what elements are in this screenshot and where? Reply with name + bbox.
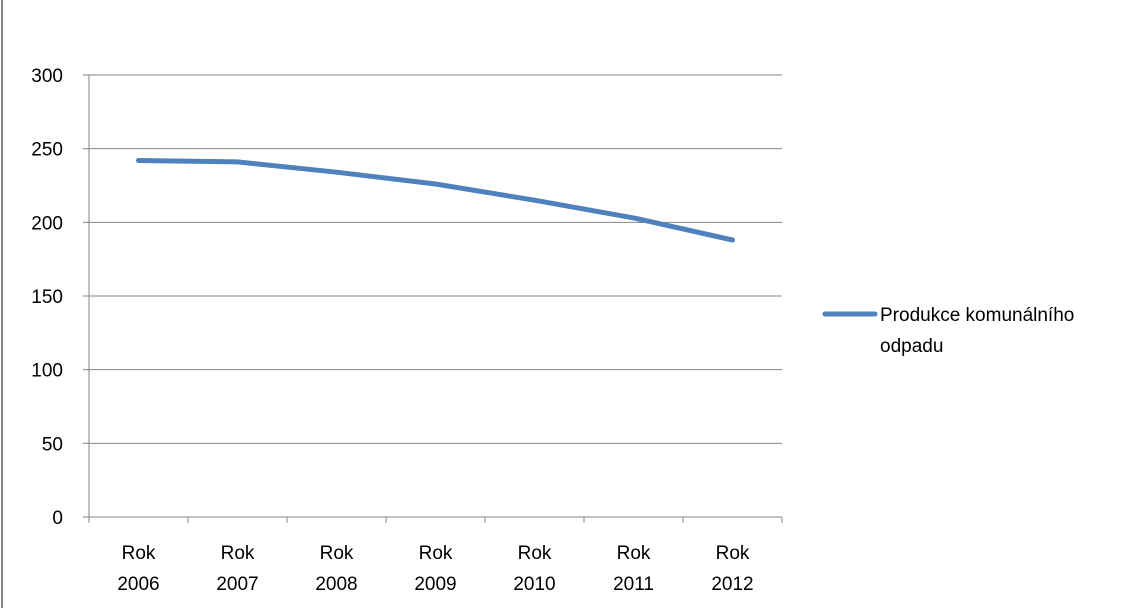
x-tick-label: 2010 xyxy=(513,574,555,595)
x-tick-label: 2007 xyxy=(216,574,258,595)
y-tick-label-150: 150 xyxy=(31,287,63,308)
x-axis-tick-labels: Rok 2006 Rok 2007 Rok 2008 Rok 2009 Rok 2010 Rok 20… xyxy=(117,543,753,595)
legend: Produkce komunálního odpadu xyxy=(822,305,1074,357)
x-tick-label: 2008 xyxy=(315,574,357,595)
y-tick-label-300: 300 xyxy=(31,66,63,87)
legend-label: odpadu xyxy=(880,336,943,357)
legend-label: Produkce komunálního xyxy=(880,305,1074,326)
x-tick-label: Rok xyxy=(617,543,651,564)
y-axis-tick-labels: 0 50 100 150 200 250 300 xyxy=(31,66,63,529)
axes xyxy=(83,74,783,523)
series-lines xyxy=(136,158,735,243)
gridlines xyxy=(89,74,782,444)
x-tick-label: Rok xyxy=(419,543,453,564)
x-tick-label: Rok xyxy=(716,543,750,564)
y-tick-label-250: 250 xyxy=(31,140,63,161)
y-tick-label-0: 0 xyxy=(52,508,63,529)
x-tick-label: 2011 xyxy=(613,574,654,595)
x-tick-label: Rok xyxy=(320,543,354,564)
x-tick-label: 2012 xyxy=(711,574,753,595)
y-tick-label-100: 100 xyxy=(31,361,63,382)
series-line-0 xyxy=(136,158,735,243)
x-tick-label: 2009 xyxy=(414,574,456,595)
y-tick-label-50: 50 xyxy=(42,434,63,455)
y-tick-label-200: 200 xyxy=(31,213,63,234)
x-tick-label: Rok xyxy=(221,543,255,564)
x-tick-label: Rok xyxy=(122,543,156,564)
x-tick-label: Rok xyxy=(518,543,552,564)
x-tick-label: 2006 xyxy=(117,574,159,595)
